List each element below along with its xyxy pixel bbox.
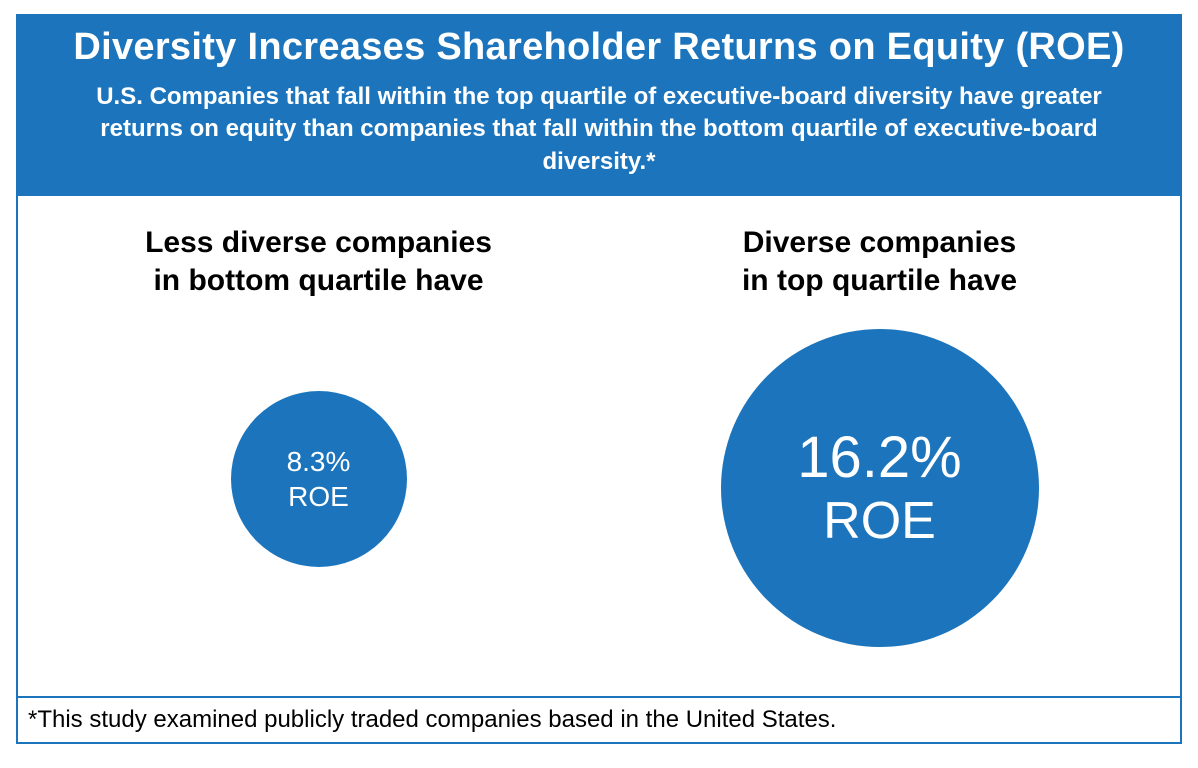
- left-label: Less diverse companies in bottom quartil…: [145, 224, 492, 299]
- right-label-line1: Diverse companies: [743, 226, 1016, 259]
- header-panel: Diversity Increases Shareholder Returns …: [18, 16, 1180, 196]
- left-label-line1: Less diverse companies: [145, 226, 492, 259]
- left-column: Less diverse companies in bottom quartil…: [38, 224, 599, 567]
- infographic-card: Diversity Increases Shareholder Returns …: [16, 14, 1182, 744]
- subtitle: U.S. Companies that fall within the top …: [58, 81, 1140, 178]
- left-circle-value: 8.3%: [287, 444, 351, 479]
- left-circle: 8.3% ROE: [231, 391, 407, 567]
- right-column: Diverse companies in top quartile have 1…: [599, 224, 1160, 647]
- main-title: Diversity Increases Shareholder Returns …: [58, 26, 1140, 69]
- footnote: *This study examined publicly traded com…: [18, 696, 1180, 742]
- left-label-line2: in bottom quartile have: [153, 264, 483, 297]
- right-circle-value: 16.2%: [797, 425, 961, 492]
- chart-body: Less diverse companies in bottom quartil…: [18, 196, 1180, 696]
- left-circle-unit: ROE: [288, 479, 349, 514]
- right-circle-unit: ROE: [823, 492, 936, 552]
- right-label-line2: in top quartile have: [742, 264, 1017, 297]
- right-circle: 16.2% ROE: [721, 329, 1039, 647]
- right-label: Diverse companies in top quartile have: [742, 224, 1017, 299]
